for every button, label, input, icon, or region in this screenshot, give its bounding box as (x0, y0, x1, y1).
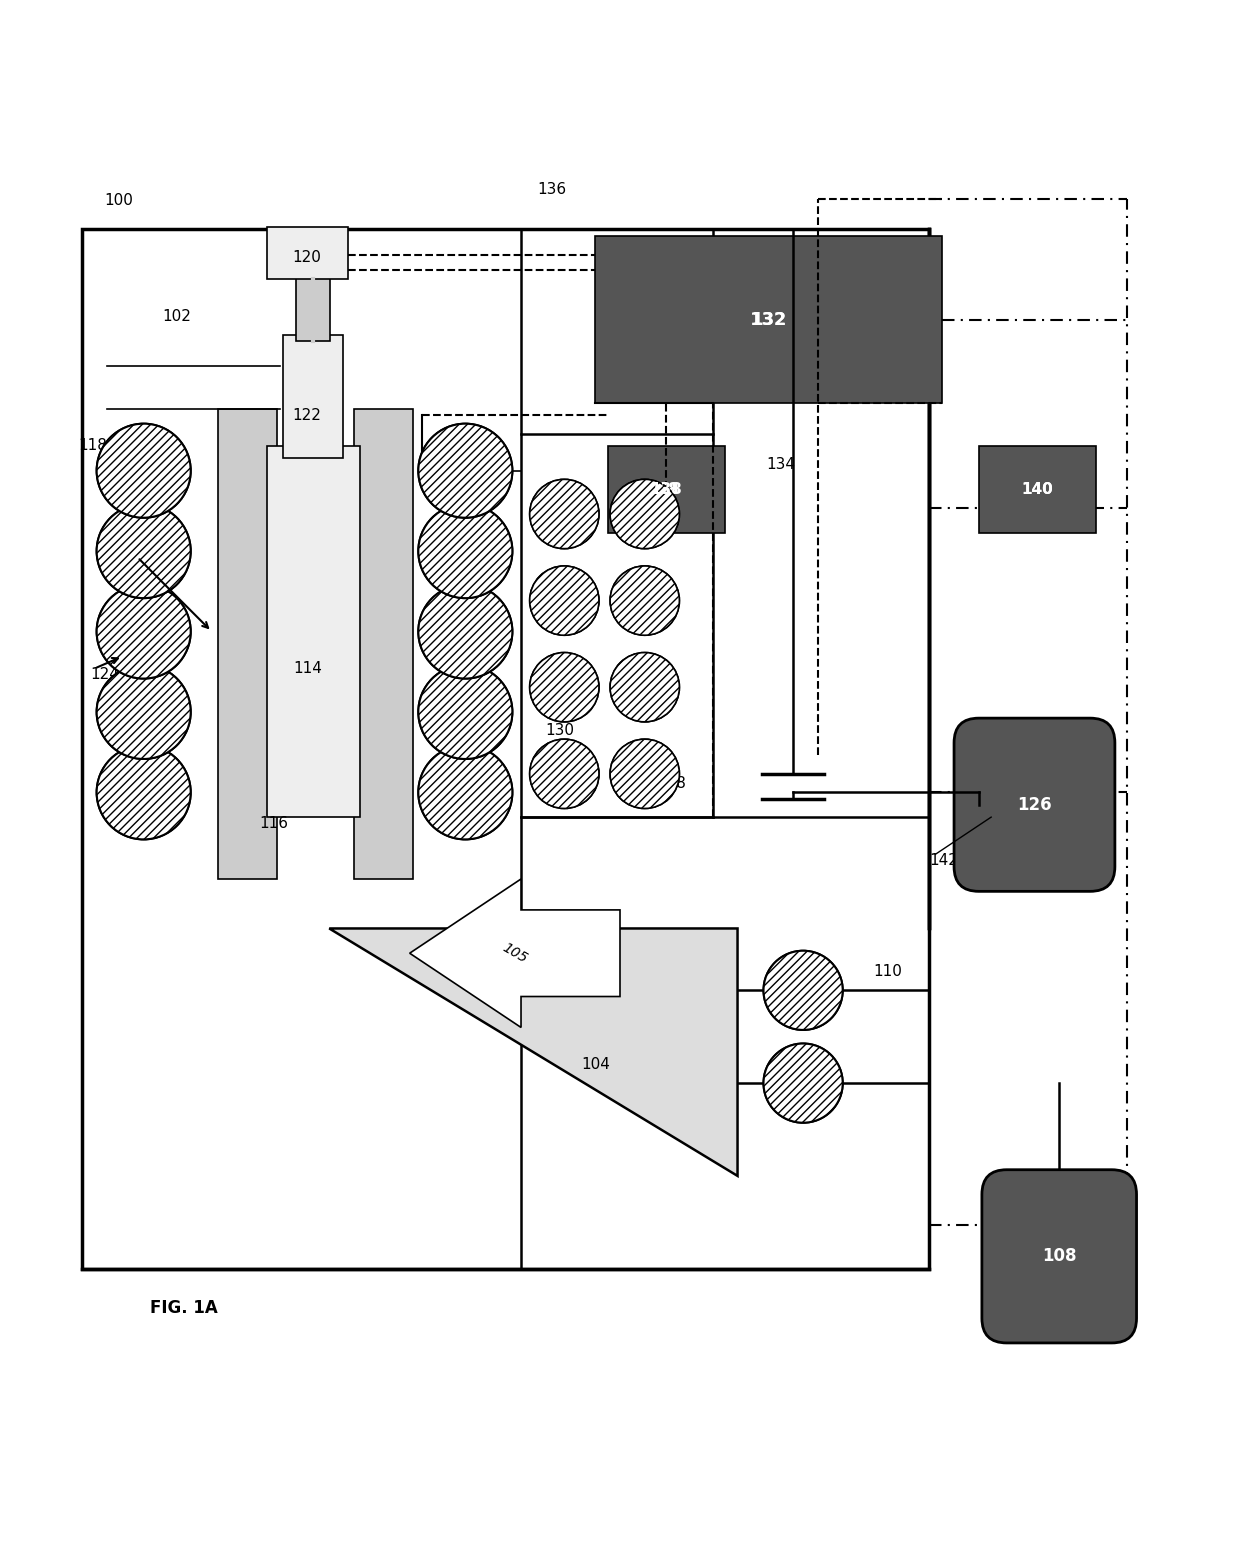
Text: 132: 132 (750, 310, 787, 329)
Bar (296, 273, 331, 340)
Text: 138: 138 (647, 482, 680, 496)
Text: 126: 126 (1018, 797, 1050, 813)
Circle shape (97, 746, 191, 839)
Circle shape (529, 566, 599, 635)
Bar (82, 229, 929, 1268)
Text: FIG. 1A: FIG. 1A (150, 1299, 217, 1317)
Text: 110: 110 (874, 964, 903, 980)
Text: 100: 100 (104, 193, 133, 209)
Circle shape (529, 739, 599, 808)
Text: 116: 116 (259, 816, 288, 831)
Text: 122: 122 (293, 407, 321, 423)
Bar (521, 434, 713, 817)
FancyBboxPatch shape (954, 718, 1115, 891)
Circle shape (418, 665, 512, 760)
Circle shape (97, 424, 191, 518)
Circle shape (97, 746, 191, 839)
Bar (978, 446, 1096, 532)
Circle shape (418, 585, 512, 679)
Text: 105: 105 (500, 941, 529, 966)
Bar (268, 226, 347, 279)
Text: 108: 108 (1044, 1243, 1076, 1257)
Circle shape (610, 652, 680, 722)
Text: 140: 140 (1021, 482, 1053, 496)
Text: 130: 130 (546, 722, 575, 738)
Circle shape (610, 479, 680, 549)
Circle shape (97, 585, 191, 679)
FancyBboxPatch shape (982, 1170, 1137, 1343)
Circle shape (610, 652, 680, 722)
Text: 108: 108 (1042, 1248, 1076, 1265)
Text: 102: 102 (162, 309, 191, 323)
Circle shape (610, 479, 680, 549)
Text: 128: 128 (657, 777, 686, 791)
Circle shape (764, 950, 843, 1030)
Circle shape (97, 665, 191, 760)
Text: 114: 114 (294, 661, 322, 675)
Text: 118: 118 (78, 438, 107, 454)
Text: 138: 138 (650, 482, 682, 496)
Circle shape (97, 504, 191, 597)
Circle shape (418, 585, 512, 679)
Circle shape (529, 739, 599, 808)
Circle shape (97, 424, 191, 518)
Polygon shape (330, 928, 738, 1176)
Circle shape (529, 566, 599, 635)
Text: 142: 142 (929, 853, 959, 867)
Text: 134: 134 (766, 457, 795, 473)
Circle shape (418, 665, 512, 760)
Circle shape (418, 746, 512, 839)
Text: 104: 104 (580, 1058, 610, 1072)
Circle shape (610, 739, 680, 808)
Circle shape (610, 739, 680, 808)
Circle shape (610, 566, 680, 635)
Circle shape (418, 424, 512, 518)
Circle shape (764, 1044, 843, 1123)
Text: 126: 126 (1017, 796, 1052, 814)
Circle shape (97, 504, 191, 597)
Text: 106: 106 (135, 526, 164, 540)
Polygon shape (409, 878, 620, 1028)
Circle shape (529, 652, 599, 722)
Bar (595, 236, 941, 402)
Circle shape (764, 950, 843, 1030)
Circle shape (418, 504, 512, 597)
Text: 124: 124 (91, 668, 119, 682)
Circle shape (529, 652, 599, 722)
Text: 140: 140 (1021, 482, 1053, 496)
Bar (268, 446, 360, 817)
Circle shape (97, 665, 191, 760)
Bar (353, 409, 413, 878)
Circle shape (764, 1044, 843, 1123)
Circle shape (418, 746, 512, 839)
Bar (218, 409, 278, 878)
Text: 132: 132 (751, 310, 786, 329)
Bar (284, 334, 343, 459)
Circle shape (97, 585, 191, 679)
Circle shape (610, 566, 680, 635)
Circle shape (418, 504, 512, 597)
Bar (608, 446, 725, 532)
Circle shape (529, 479, 599, 549)
Circle shape (418, 424, 512, 518)
Circle shape (529, 479, 599, 549)
Text: 136: 136 (537, 183, 567, 198)
Text: 120: 120 (293, 251, 321, 265)
